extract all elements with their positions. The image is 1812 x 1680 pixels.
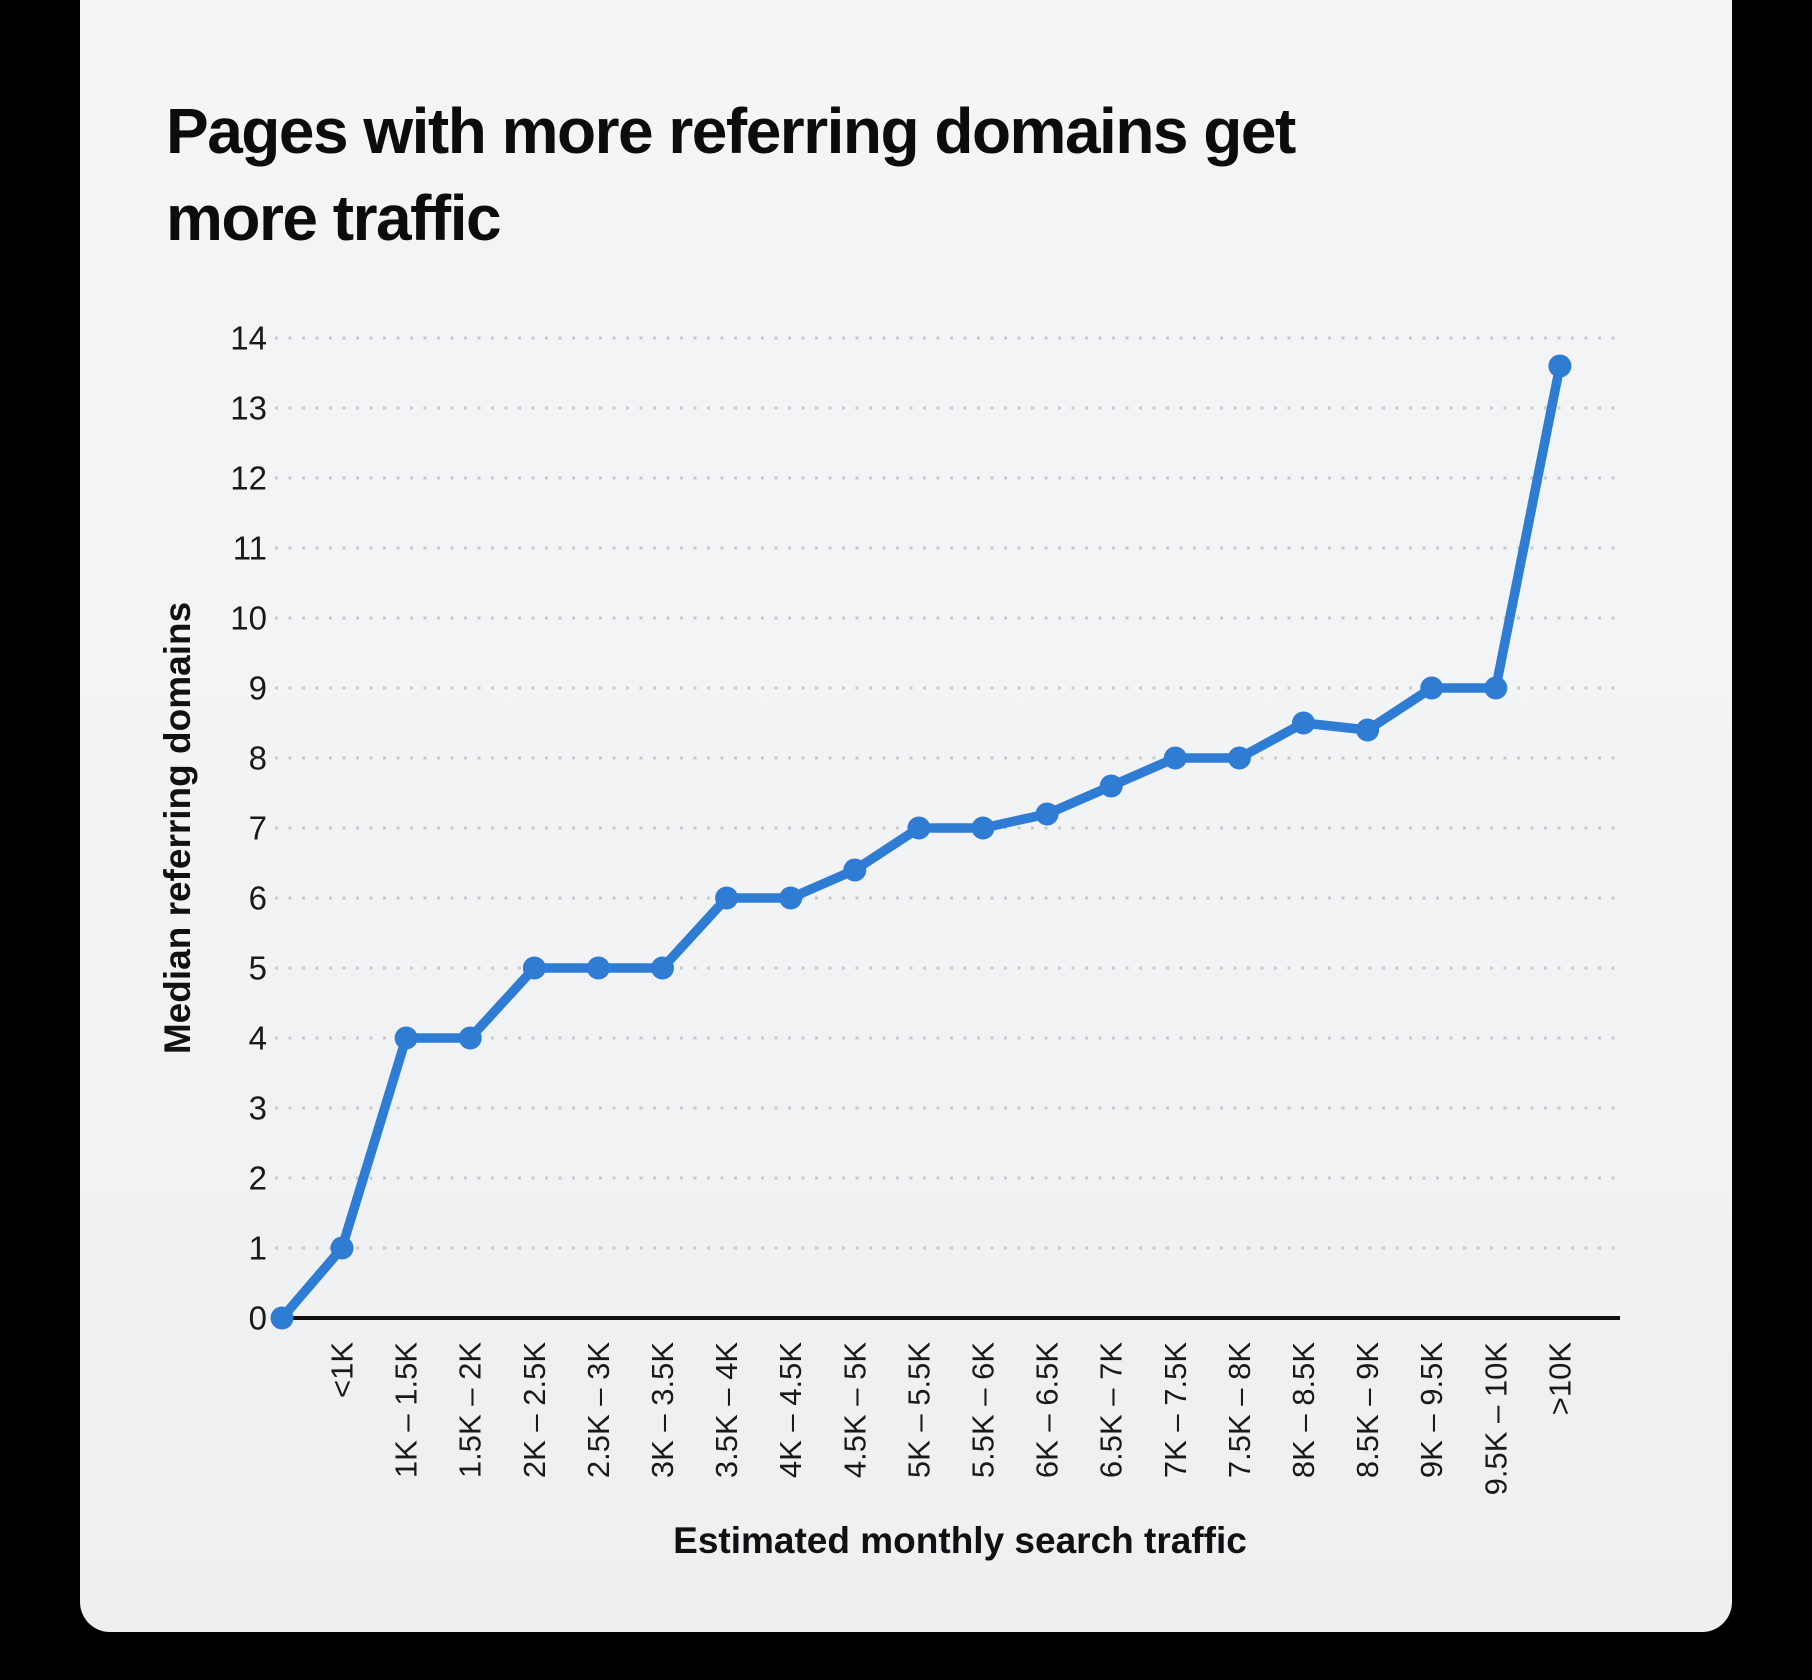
y-tick-label: 6: [249, 880, 267, 917]
data-point: [779, 886, 803, 910]
y-tick-label: 0: [249, 1300, 267, 1337]
x-tick-label: 1.5K – 2K: [453, 1342, 488, 1478]
chart-card: Pages with more referring domains get mo…: [80, 0, 1732, 1632]
y-tick-label: 13: [230, 390, 267, 427]
data-point: [715, 886, 739, 910]
data-point: [458, 1026, 482, 1050]
x-tick-label: 4K – 4.5K: [773, 1342, 808, 1478]
x-tick-label: 8K – 8.5K: [1286, 1342, 1321, 1478]
x-tick-label: 1K – 1.5K: [389, 1342, 424, 1478]
y-tick-label: 2: [249, 1160, 267, 1197]
x-tick-label: 8.5K – 9K: [1350, 1342, 1385, 1478]
y-tick-label: 14: [230, 320, 267, 357]
x-tick-label: 9.5K – 10K: [1478, 1342, 1513, 1496]
data-point: [1227, 746, 1251, 770]
y-tick-label: 11: [233, 530, 267, 567]
y-tick-label: 1: [249, 1230, 267, 1267]
x-tick-label: 4.5K – 5K: [837, 1342, 872, 1478]
data-point: [1099, 774, 1123, 798]
data-point: [1292, 711, 1315, 735]
y-axis-title: Median referring domains: [157, 602, 198, 1054]
data-point: [522, 956, 546, 980]
data-point: [394, 1026, 418, 1050]
x-tick-label: 7.5K – 8K: [1222, 1342, 1257, 1478]
data-point: [1163, 746, 1187, 770]
x-tick-label: 5K – 5.5K: [901, 1342, 936, 1478]
data-point: [330, 1236, 354, 1260]
x-tick-label: 9K – 9.5K: [1414, 1342, 1449, 1478]
x-tick-label: 2K – 2.5K: [517, 1342, 552, 1478]
x-tick-label: >10K: [1542, 1342, 1577, 1416]
x-tick-label: 5.5K – 6K: [966, 1342, 1001, 1478]
data-point: [843, 858, 867, 882]
chart-title: Pages with more referring domains get mo…: [166, 95, 1296, 254]
data-point: [907, 816, 931, 840]
x-tick-label: <1K: [325, 1342, 360, 1398]
x-tick-label: 3.5K – 4K: [709, 1342, 744, 1478]
y-tick-label: 12: [230, 460, 267, 497]
data-point: [1356, 718, 1380, 742]
data-point: [971, 816, 995, 840]
data-point: [1035, 802, 1059, 826]
y-tick-label: 4: [249, 1020, 267, 1057]
y-tick-label: 10: [230, 600, 267, 637]
x-axis-title: Estimated monthly search traffic: [673, 1520, 1247, 1561]
x-tick-label: 7K – 7.5K: [1158, 1342, 1193, 1478]
data-point: [651, 956, 674, 980]
y-tick-label: 7: [249, 810, 267, 847]
y-tick-label: 5: [249, 950, 267, 987]
data-point: [1548, 354, 1572, 378]
x-tick-label: 6.5K – 7K: [1094, 1342, 1129, 1478]
x-tick-label: 3K – 3.5K: [645, 1342, 680, 1478]
y-tick-label: 9: [249, 670, 267, 707]
data-point: [270, 1306, 294, 1330]
y-tick-label: 8: [249, 740, 267, 777]
x-tick-label: 2.5K – 3K: [581, 1342, 616, 1478]
data-line: [277, 361, 1565, 1323]
data-point: [1484, 676, 1508, 700]
x-tick-label: 6K – 6.5K: [1030, 1342, 1065, 1478]
data-point: [586, 956, 610, 980]
data-point: [1420, 676, 1444, 700]
y-tick-label: 3: [249, 1090, 267, 1127]
